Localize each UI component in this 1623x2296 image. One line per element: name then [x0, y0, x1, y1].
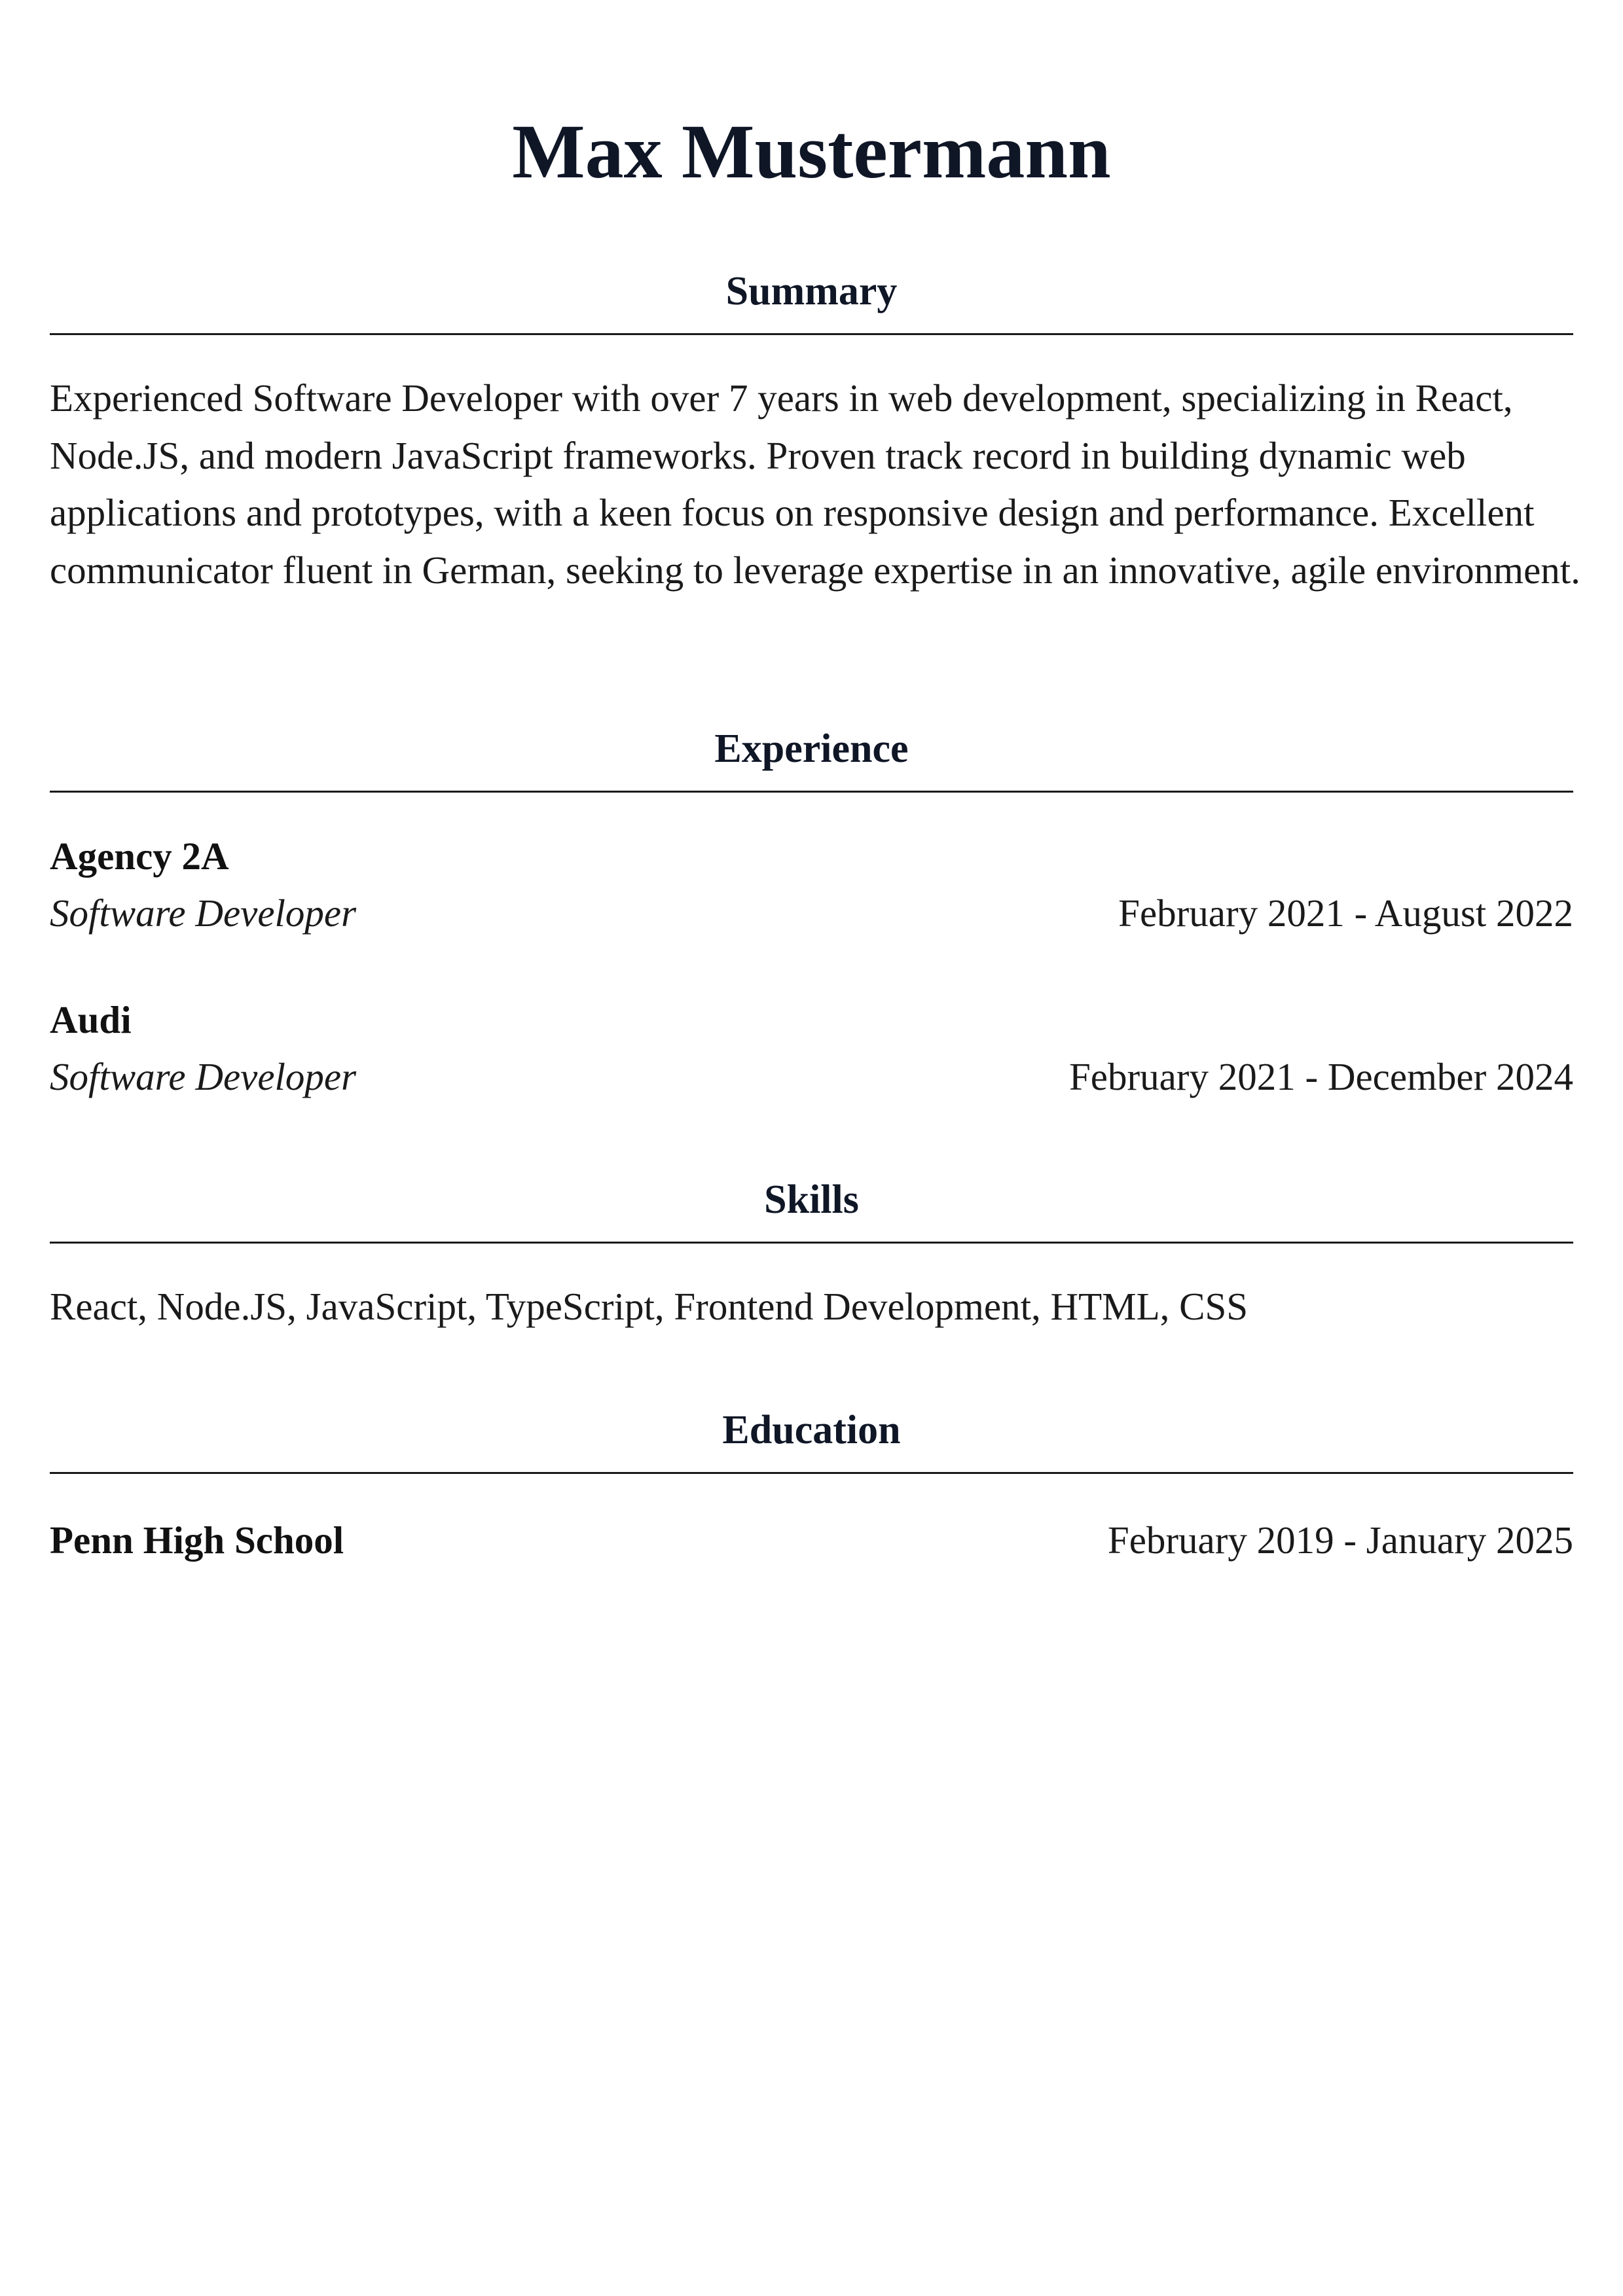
experience-entry-header: Agency 2A	[50, 828, 1573, 884]
candidate-name: Max Mustermann	[512, 109, 1111, 194]
education-dates: February 2019 - January 2025	[1107, 1518, 1573, 1562]
summary-heading: Summary	[725, 269, 898, 314]
experience-entry-details: Software Developer February 2021 - Decem…	[50, 1049, 1573, 1105]
education-divider	[50, 1472, 1573, 1474]
skills-divider	[50, 1242, 1573, 1244]
experience-entry-header: Audi	[50, 992, 1573, 1048]
employment-dates: February 2021 - August 2022	[1118, 891, 1573, 935]
experience-entry-details: Software Developer February 2021 - Augus…	[50, 885, 1573, 941]
education-heading: Education	[722, 1408, 901, 1452]
skills-text: React, Node.JS, JavaScript, TypeScript, …	[50, 1285, 1249, 1328]
experience-heading: Experience	[714, 726, 909, 771]
summary-text: Experienced Software Developer with over…	[50, 376, 1580, 592]
job-title: Software Developer	[50, 1055, 357, 1098]
school-name: Penn High School	[50, 1518, 344, 1562]
company-name: Agency 2A	[50, 834, 229, 878]
summary-divider	[50, 333, 1573, 335]
employment-dates: February 2021 - December 2024	[1068, 1055, 1573, 1098]
skills-heading: Skills	[764, 1177, 859, 1222]
company-name: Audi	[50, 998, 132, 1041]
education-entry: Penn High School February 2019 - January…	[50, 1512, 1573, 1568]
job-title: Software Developer	[50, 891, 357, 935]
experience-divider	[50, 791, 1573, 793]
